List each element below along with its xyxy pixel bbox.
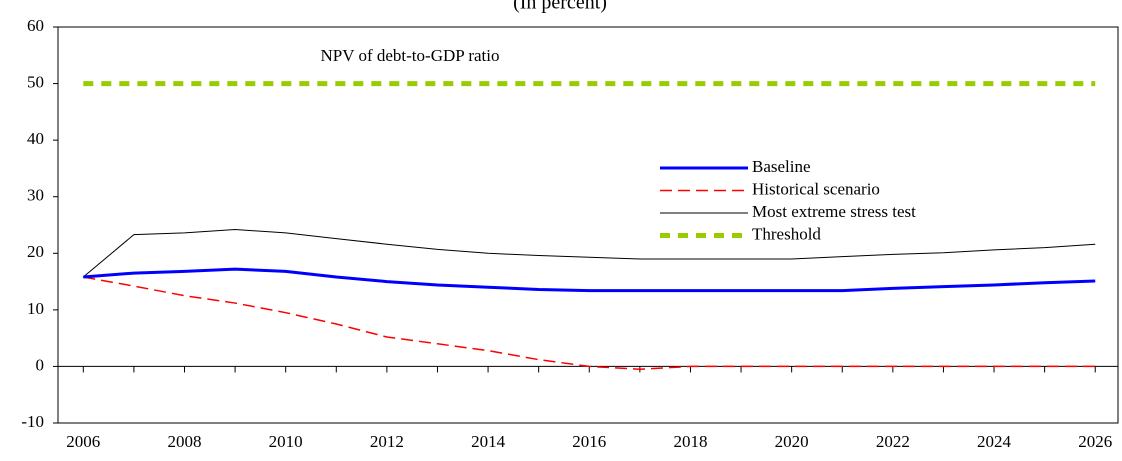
- x-tick-label: 2024: [977, 432, 1012, 451]
- x-tick-label: 2022: [876, 432, 910, 451]
- y-tick-label: 60: [27, 16, 44, 35]
- y-tick-label: 50: [27, 72, 44, 91]
- y-tick-label: 40: [27, 129, 44, 148]
- x-tick-label: 2020: [775, 432, 809, 451]
- x-tick-label: 2008: [167, 432, 201, 451]
- x-tick-label: 2012: [370, 432, 404, 451]
- chart-subtitle: (In percent): [513, 0, 607, 14]
- y-tick-label: 10: [27, 299, 44, 318]
- plot-frame: [57, 26, 1119, 424]
- y-tick-label: 20: [27, 242, 44, 261]
- legend-label: Most extreme stress test: [752, 202, 916, 221]
- x-tick-label: 2016: [572, 432, 606, 451]
- x-tick-label: 2026: [1078, 432, 1112, 451]
- legend-label: Baseline: [752, 157, 811, 176]
- legend-label: Historical scenario: [752, 179, 880, 198]
- x-tick-label: 2018: [673, 432, 707, 451]
- y-tick-label: -10: [21, 412, 44, 431]
- annotation: NPV of debt-to-GDP ratio: [321, 46, 500, 65]
- legend-label: Threshold: [752, 224, 821, 243]
- x-tick-label: 2006: [66, 432, 100, 451]
- series-line: [82, 229, 1096, 278]
- series-line: [83, 267, 1096, 293]
- y-tick-label: 30: [27, 186, 44, 205]
- x-tick-label: 2010: [269, 432, 303, 451]
- x-tick-label: 2014: [471, 432, 506, 451]
- series-line: [83, 276, 1096, 371]
- y-tick-label: 0: [36, 355, 45, 374]
